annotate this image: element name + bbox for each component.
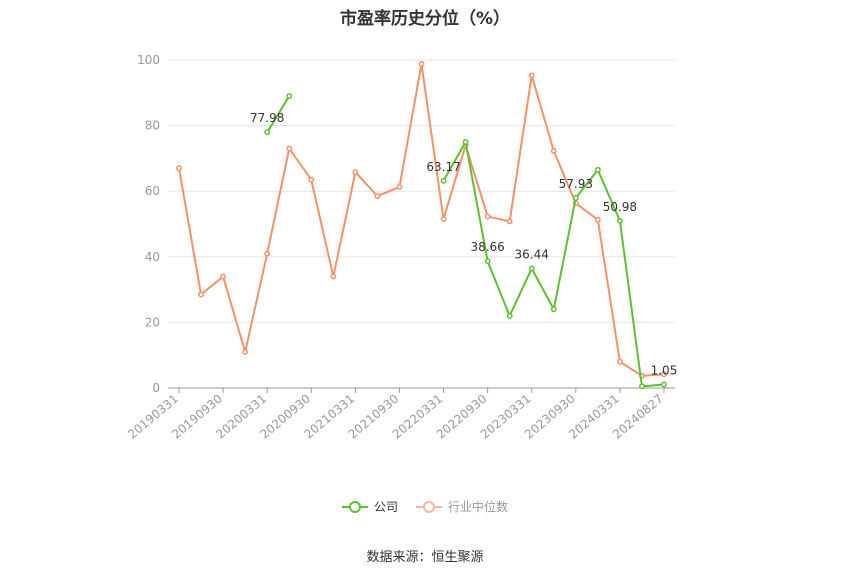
legend-industry-label: 行业中位数 xyxy=(448,500,509,514)
point-industry xyxy=(286,145,293,152)
point-industry xyxy=(594,216,601,223)
point-company xyxy=(462,139,469,145)
grid-lines xyxy=(168,59,675,323)
legend: 公司 行业中位数 xyxy=(0,498,850,515)
point-industry xyxy=(220,273,227,280)
point-company xyxy=(528,265,535,272)
point-industry xyxy=(396,183,403,190)
y-tick-label: 100 xyxy=(137,53,160,67)
pe-percentile-line-chart: 0204060801002019033120190930202003312020… xyxy=(125,53,677,442)
y-tick-label: 40 xyxy=(145,250,160,264)
point-industry xyxy=(198,291,205,298)
data-label: 63.17 xyxy=(426,160,460,174)
point-industry xyxy=(330,273,337,280)
point-industry xyxy=(484,213,491,220)
point-company xyxy=(506,312,513,319)
series-lines xyxy=(176,60,667,390)
legend-item-company[interactable]: 公司 xyxy=(341,498,398,515)
point-industry xyxy=(374,193,381,200)
point-company xyxy=(594,166,601,173)
point-industry xyxy=(242,348,249,355)
point-company xyxy=(572,195,579,201)
point-industry xyxy=(176,165,182,172)
point-company xyxy=(550,306,557,313)
series-line-company xyxy=(266,95,291,133)
legend-company-label: 公司 xyxy=(373,500,398,514)
point-company xyxy=(661,381,667,388)
data-label: 50.98 xyxy=(603,200,637,214)
data-label: 1.05 xyxy=(651,364,678,378)
point-industry xyxy=(661,371,667,378)
data-label: 77.98 xyxy=(250,111,284,125)
data-labels: 77.98 63.17 38.66 36.44 57.93 50.98 1.05 xyxy=(250,111,677,377)
legend-item-industry[interactable]: 行业中位数 xyxy=(416,498,508,515)
y-tick-label: 20 xyxy=(145,315,160,329)
point-industry xyxy=(528,72,535,79)
point-industry xyxy=(506,218,513,225)
data-label: 36.44 xyxy=(515,247,549,261)
y-tick-label: 80 xyxy=(145,119,160,133)
point-industry xyxy=(352,169,359,176)
point-industry xyxy=(418,60,425,67)
point-company xyxy=(264,129,271,136)
point-industry xyxy=(616,358,623,365)
axes: 0204060801002019033120190930202003312020… xyxy=(125,53,675,442)
point-industry xyxy=(308,176,315,183)
point-industry xyxy=(550,147,557,154)
point-company xyxy=(638,383,645,390)
chart-title: 市盈率历史分位（%） xyxy=(339,9,511,29)
point-company xyxy=(440,177,447,184)
point-company xyxy=(484,258,491,265)
data-source: 数据来源：恒生聚源 xyxy=(366,550,484,565)
point-company xyxy=(286,93,293,100)
data-label: 38.66 xyxy=(470,240,504,254)
data-label: 57.93 xyxy=(559,177,593,191)
legend-company-swatch xyxy=(341,500,368,514)
point-industry xyxy=(264,250,271,257)
y-tick-label: 0 xyxy=(152,381,160,395)
legend-industry-swatch xyxy=(416,500,442,514)
point-company xyxy=(616,217,623,224)
y-tick-label: 60 xyxy=(145,184,160,198)
point-industry xyxy=(440,216,447,223)
